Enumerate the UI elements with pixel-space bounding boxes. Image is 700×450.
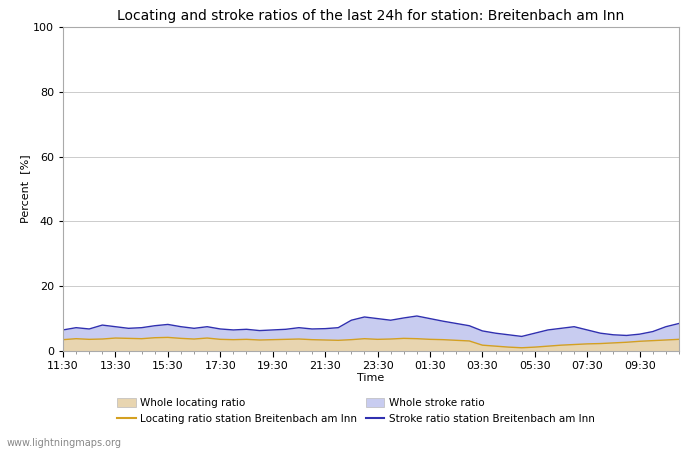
X-axis label: Time: Time bbox=[358, 373, 384, 383]
Text: www.lightningmaps.org: www.lightningmaps.org bbox=[7, 438, 122, 448]
Y-axis label: Percent  [%]: Percent [%] bbox=[20, 155, 30, 223]
Title: Locating and stroke ratios of the last 24h for station: Breitenbach am Inn: Locating and stroke ratios of the last 2… bbox=[118, 9, 624, 23]
Legend: Whole locating ratio, Locating ratio station Breitenbach am Inn, Whole stroke ra: Whole locating ratio, Locating ratio sta… bbox=[118, 398, 594, 423]
